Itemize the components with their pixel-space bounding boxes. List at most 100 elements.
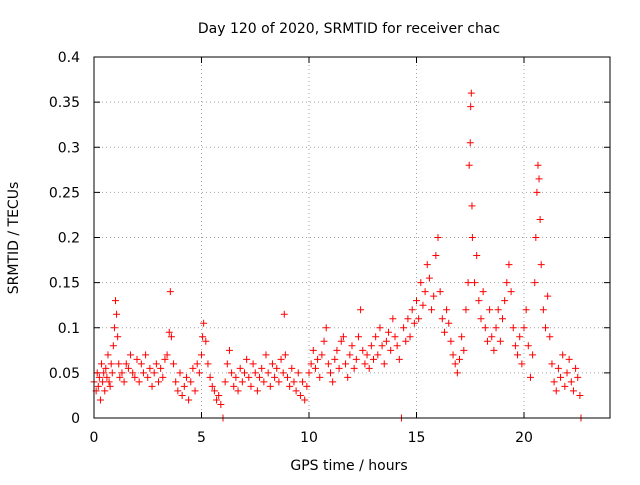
data-point <box>105 378 113 386</box>
data-point <box>127 351 135 359</box>
data-point <box>490 346 498 354</box>
data-point <box>516 333 524 341</box>
data-point <box>245 373 253 381</box>
data-point <box>563 369 571 377</box>
data-point <box>466 139 474 147</box>
data-point <box>533 188 541 196</box>
data-point <box>108 369 116 377</box>
data-point <box>113 310 121 318</box>
data-point <box>122 360 130 368</box>
data-point <box>389 315 397 323</box>
data-point <box>376 324 384 332</box>
data-point <box>440 328 448 336</box>
data-point <box>103 373 111 381</box>
data-point <box>187 378 195 386</box>
data-point <box>546 333 554 341</box>
data-point <box>449 351 457 359</box>
data-point <box>142 351 150 359</box>
data-point <box>185 396 193 404</box>
data-point <box>544 292 552 300</box>
data-points <box>90 89 585 422</box>
data-point <box>520 324 528 332</box>
data-point <box>299 378 307 386</box>
data-point <box>488 333 496 341</box>
data-point <box>367 342 375 350</box>
data-point <box>443 306 451 314</box>
data-point <box>102 364 110 372</box>
data-point <box>387 346 395 354</box>
data-point <box>172 378 180 386</box>
data-point <box>167 333 175 341</box>
data-point <box>464 279 472 287</box>
data-point <box>477 315 485 323</box>
data-point <box>339 333 347 341</box>
data-point <box>503 279 511 287</box>
data-point <box>552 387 560 395</box>
data-point <box>266 382 274 390</box>
data-point <box>537 261 545 269</box>
data-point <box>354 333 362 341</box>
data-point <box>262 351 270 359</box>
data-point <box>271 373 279 381</box>
data-point <box>100 369 108 377</box>
data-point <box>176 369 184 377</box>
data-point <box>256 373 264 381</box>
y-tick-label: 0.35 <box>49 95 80 111</box>
data-point <box>456 355 463 363</box>
data-point <box>281 351 289 359</box>
data-point <box>363 351 371 359</box>
data-point <box>290 378 298 386</box>
data-point <box>382 337 390 345</box>
data-point <box>228 369 236 377</box>
data-point <box>292 387 300 395</box>
data-point <box>170 360 178 368</box>
data-point <box>413 297 420 305</box>
y-axis-title: SRMTID / TECUs <box>6 182 22 295</box>
data-point <box>432 252 440 260</box>
data-point <box>305 369 313 377</box>
x-axis-title: GPS time / hours <box>290 458 407 474</box>
data-point <box>230 382 238 390</box>
data-point <box>193 360 201 368</box>
data-point <box>294 369 302 377</box>
data-point <box>268 360 276 368</box>
chart-title: Day 120 of 2020, SRMTID for receiver cha… <box>198 21 500 37</box>
data-point <box>438 315 446 323</box>
data-point <box>114 333 122 341</box>
data-point <box>284 373 291 381</box>
data-point <box>221 378 229 386</box>
data-point <box>316 373 324 381</box>
data-point <box>106 382 114 390</box>
data-point <box>320 337 328 345</box>
data-point <box>93 369 101 377</box>
data-point <box>434 234 442 241</box>
data-point <box>370 355 377 363</box>
data-point <box>385 328 393 336</box>
data-point <box>251 369 259 377</box>
data-point <box>99 378 107 386</box>
data-point <box>152 360 160 368</box>
data-point <box>535 175 543 183</box>
data-point <box>337 337 345 345</box>
data-point <box>460 346 468 354</box>
y-tick-label: 0.4 <box>58 50 80 66</box>
y-tick-label: 0.25 <box>49 185 80 201</box>
data-point <box>280 310 288 318</box>
data-point <box>329 378 337 386</box>
data-point <box>232 373 240 381</box>
data-point <box>468 202 476 210</box>
data-point <box>135 378 143 386</box>
data-point <box>335 364 343 372</box>
y-tick-label: 0.05 <box>49 366 80 382</box>
data-point <box>372 333 380 341</box>
data-point <box>511 342 519 350</box>
data-point <box>536 215 544 223</box>
data-point <box>208 382 216 390</box>
data-point <box>243 355 251 363</box>
data-point <box>217 400 225 408</box>
data-point <box>559 351 567 359</box>
data-point <box>378 342 386 350</box>
data-point <box>494 306 502 314</box>
x-tick-label: 0 <box>90 430 99 446</box>
